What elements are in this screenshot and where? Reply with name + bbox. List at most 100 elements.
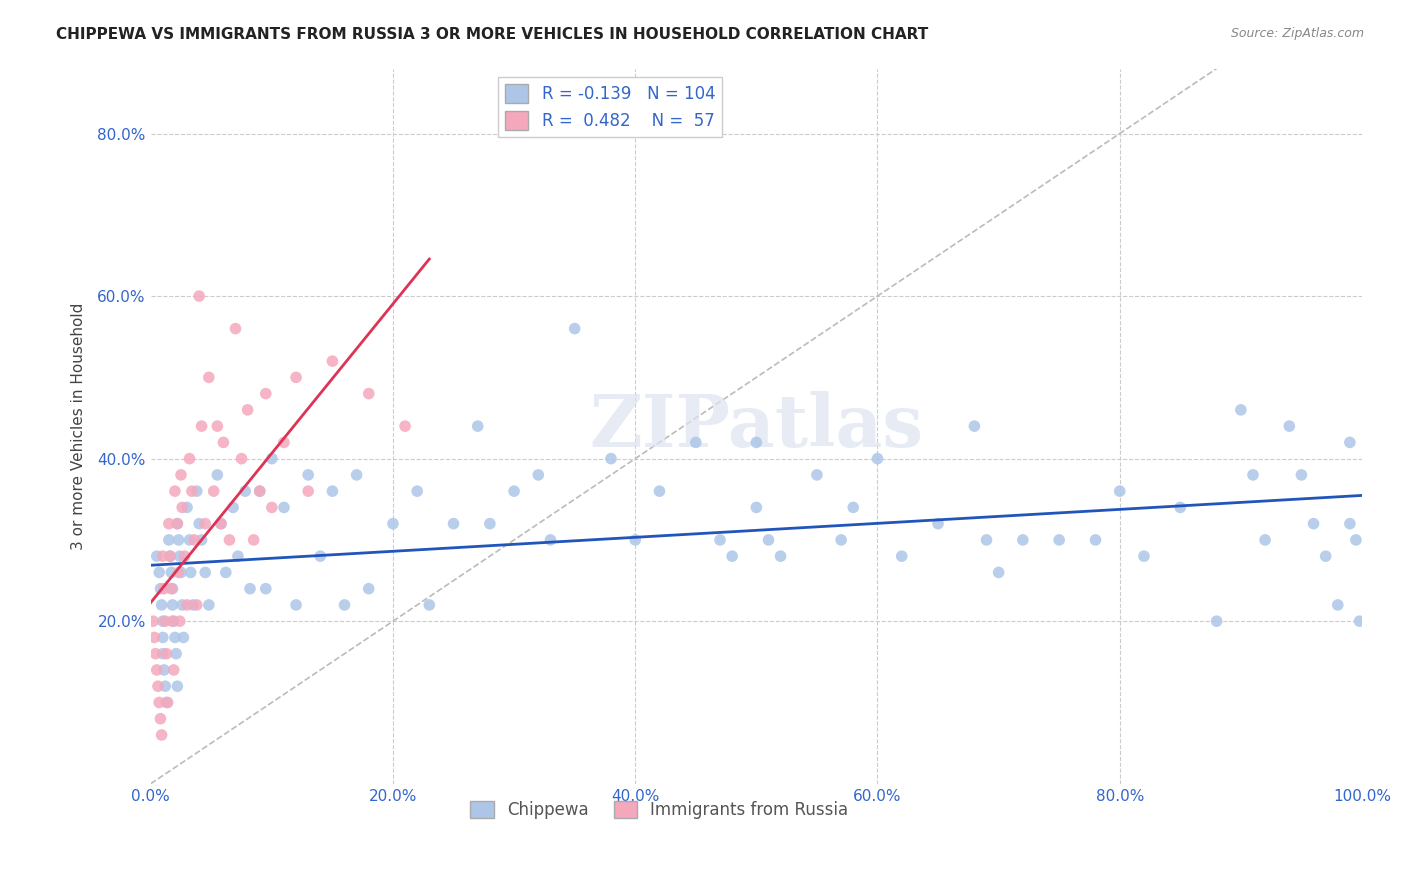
Point — [685, 435, 707, 450]
Point — [165, 647, 187, 661]
Point — [163, 614, 186, 628]
Point — [152, 549, 174, 564]
Point — [1084, 533, 1107, 547]
Point — [1348, 614, 1371, 628]
Point — [273, 435, 295, 450]
Point — [1326, 598, 1348, 612]
Point — [1344, 533, 1367, 547]
Point — [418, 598, 440, 612]
Point — [987, 566, 1010, 580]
Point — [963, 419, 986, 434]
Point — [190, 533, 212, 547]
Point — [155, 696, 177, 710]
Point — [231, 451, 253, 466]
Point — [167, 566, 190, 580]
Point — [381, 516, 404, 531]
Point — [160, 566, 183, 580]
Point — [357, 386, 380, 401]
Point — [830, 533, 852, 547]
Legend: Chippewa, Immigrants from Russia: Chippewa, Immigrants from Russia — [464, 794, 855, 825]
Point — [260, 451, 283, 466]
Point — [209, 516, 232, 531]
Point — [215, 566, 238, 580]
Point — [179, 451, 201, 466]
Point — [806, 467, 828, 482]
Point — [163, 663, 186, 677]
Point — [443, 516, 465, 531]
Point — [242, 533, 264, 547]
Point — [842, 500, 865, 515]
Point — [1339, 516, 1361, 531]
Point — [207, 419, 229, 434]
Point — [249, 484, 271, 499]
Point — [162, 582, 184, 596]
Point — [297, 484, 319, 499]
Point — [321, 354, 343, 368]
Point — [143, 631, 166, 645]
Point — [169, 549, 191, 564]
Point — [1047, 533, 1070, 547]
Point — [564, 321, 586, 335]
Point — [145, 549, 167, 564]
Point — [467, 419, 489, 434]
Point — [146, 679, 169, 693]
Point — [194, 566, 217, 580]
Point — [149, 582, 172, 596]
Point — [152, 647, 174, 661]
Point — [866, 451, 889, 466]
Point — [709, 533, 731, 547]
Point — [172, 598, 194, 612]
Point — [170, 467, 193, 482]
Point — [159, 549, 181, 564]
Point — [890, 549, 912, 564]
Point — [224, 321, 246, 335]
Point — [769, 549, 792, 564]
Point — [181, 598, 204, 612]
Point — [176, 598, 198, 612]
Point — [186, 598, 208, 612]
Point — [198, 370, 221, 384]
Point — [1205, 614, 1227, 628]
Point — [648, 484, 671, 499]
Point — [346, 467, 368, 482]
Point — [156, 696, 179, 710]
Point — [150, 728, 173, 742]
Point — [254, 386, 277, 401]
Point — [333, 598, 356, 612]
Point — [236, 402, 259, 417]
Point — [927, 516, 949, 531]
Point — [1168, 500, 1191, 515]
Point — [357, 582, 380, 596]
Point — [172, 500, 194, 515]
Point — [198, 598, 221, 612]
Point — [212, 435, 235, 450]
Point — [155, 679, 177, 693]
Point — [1291, 467, 1313, 482]
Point — [745, 500, 768, 515]
Point — [1230, 402, 1253, 417]
Point — [186, 484, 208, 499]
Point — [321, 484, 343, 499]
Point — [167, 533, 190, 547]
Point — [527, 467, 550, 482]
Point — [163, 631, 186, 645]
Point — [394, 419, 416, 434]
Point — [172, 631, 194, 645]
Point — [745, 435, 768, 450]
Point — [207, 467, 229, 482]
Text: ZIPatlas: ZIPatlas — [589, 391, 924, 462]
Point — [218, 533, 240, 547]
Point — [152, 631, 174, 645]
Point — [162, 598, 184, 612]
Point — [148, 696, 170, 710]
Point — [285, 370, 308, 384]
Point — [249, 484, 271, 499]
Point — [1254, 533, 1277, 547]
Point — [1278, 419, 1301, 434]
Point — [157, 533, 180, 547]
Point — [162, 614, 184, 628]
Point — [260, 500, 283, 515]
Point — [222, 500, 245, 515]
Point — [159, 549, 181, 564]
Point — [226, 549, 249, 564]
